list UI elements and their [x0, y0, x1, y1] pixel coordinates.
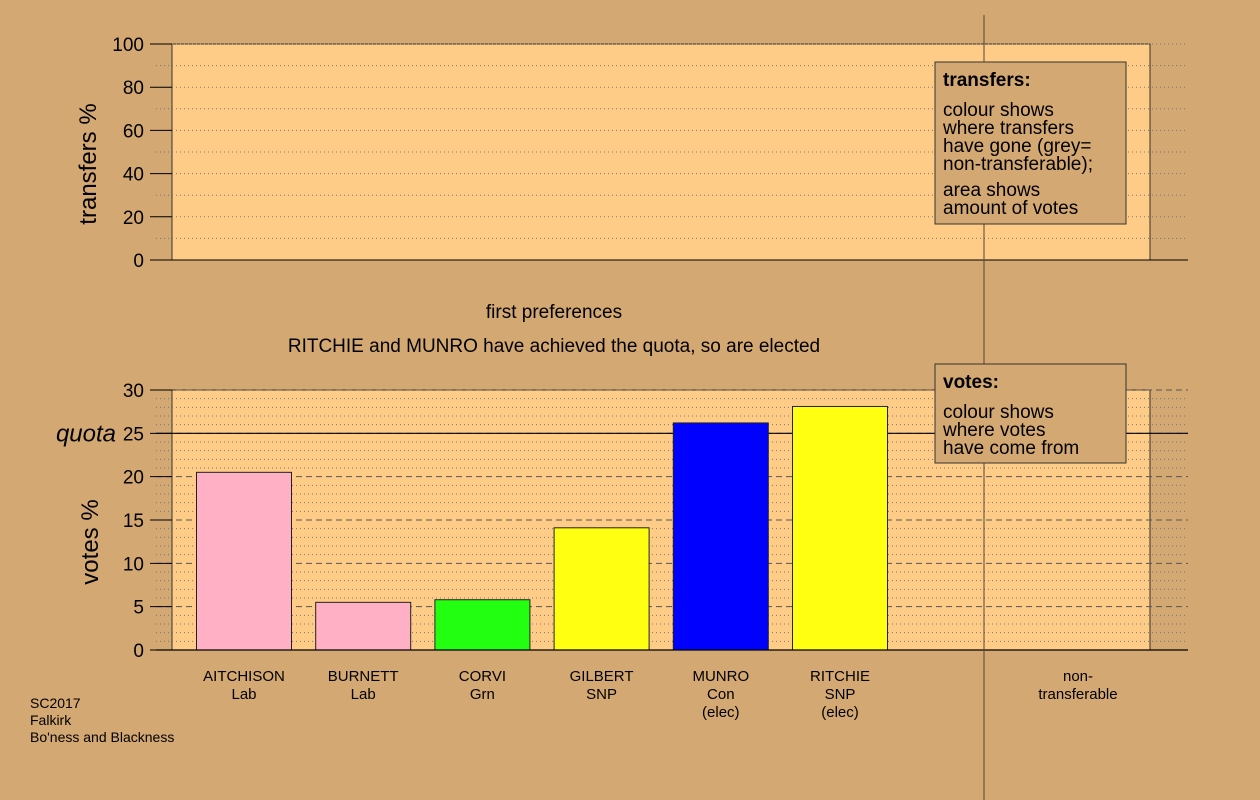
footer-council: Falkirk [30, 712, 72, 728]
transfers-legend-text: colour shows [943, 100, 1054, 121]
bar-munro [672, 422, 769, 651]
candidate-party-label: Con [707, 686, 735, 703]
votes-legend-text: where votes [942, 420, 1045, 441]
footer-ward: Bo'ness and Blackness [30, 729, 174, 745]
votes-tick-label: 10 [123, 554, 144, 575]
votes-chart-subtitle: RITCHIE and MUNRO have achieved the quot… [288, 336, 820, 357]
votes-tick-label: 30 [123, 381, 144, 402]
candidate-party-label: SNP [825, 686, 856, 703]
votes-legend-text: have come from [943, 438, 1079, 459]
votes-tick-label: 20 [123, 468, 144, 489]
transfers-legend-text: non-transferable); [943, 154, 1093, 175]
quota-label: quota [56, 420, 116, 447]
bar-aitchison [196, 471, 292, 651]
transfers-legend-box [934, 61, 1127, 225]
footer-election: SC2017 [30, 695, 81, 711]
bar-gilbert [553, 527, 650, 651]
candidate-elected-label: (elec) [821, 704, 859, 721]
bar-corvi [434, 599, 531, 651]
candidate-name-label: AITCHISON [203, 668, 285, 685]
non-transferable-label: non- [1063, 668, 1093, 685]
candidate-name-label: CORVI [459, 668, 506, 685]
candidate-name-label: MUNRO [692, 668, 749, 685]
non-transferable-label: transferable [1038, 686, 1117, 703]
transfers-legend-title: transfers: [943, 70, 1031, 91]
votes-legend-title: votes: [943, 372, 999, 393]
transfers-y-axis-title: transfers % [75, 103, 102, 224]
votes-tick-label: 5 [133, 598, 144, 619]
candidate-name-label: GILBERT [570, 668, 634, 685]
votes-legend-text: colour shows [943, 402, 1054, 423]
candidate-elected-label: (elec) [702, 704, 740, 721]
votes-y-axis-title: votes % [77, 499, 104, 584]
transfers-legend-text: where transfers [942, 118, 1074, 139]
candidate-name-label: RITCHIE [810, 668, 870, 685]
transfers-legend-text: amount of votes [943, 198, 1078, 219]
candidate-name-label: BURNETT [328, 668, 399, 685]
transfers-tick-label: 100 [112, 35, 144, 56]
transfers-tick-label: 0 [133, 251, 144, 272]
bar-burnett [315, 601, 412, 651]
transfers-tick-label: 80 [123, 78, 144, 99]
candidate-party-label: SNP [586, 686, 617, 703]
votes-panel: first preferences RITCHIE and MUNRO have … [56, 302, 1188, 721]
transfers-tick-label: 20 [123, 208, 144, 229]
bar-ritchie [792, 405, 888, 651]
transfers-tick-label: 60 [123, 121, 144, 142]
transfers-legend-text: have gone (grey= [943, 136, 1091, 157]
votes-legend-box [934, 363, 1127, 464]
candidate-party-label: Lab [231, 686, 256, 703]
votes-chart-title: first preferences [486, 302, 622, 323]
candidate-party-label: Grn [470, 686, 495, 703]
votes-tick-label: 25 [123, 424, 144, 445]
transfers-tick-label: 40 [123, 165, 144, 186]
transfers-legend-text: area shows [943, 180, 1040, 201]
votes-tick-label: 0 [133, 641, 144, 662]
votes-tick-label: 15 [123, 511, 144, 532]
candidate-party-label: Lab [351, 686, 376, 703]
